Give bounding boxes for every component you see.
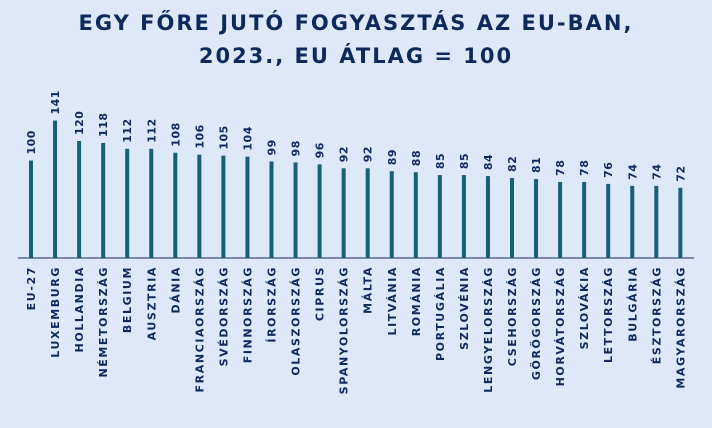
- data-label: 89: [386, 149, 399, 165]
- category-label: LENGYELORSZÁG: [482, 266, 495, 393]
- bar: [413, 172, 418, 258]
- category-label: ÍRORSZÁG: [266, 266, 279, 343]
- category-label: FRANCIAORSZÁG: [193, 266, 206, 392]
- data-label: 106: [193, 124, 206, 148]
- category-label: EU-27: [25, 266, 38, 310]
- bar: [510, 178, 514, 258]
- bar: [606, 183, 611, 258]
- category-label: BULGÁRIA: [626, 266, 639, 342]
- data-label: 105: [217, 125, 230, 149]
- bar: [269, 161, 274, 258]
- chart-title-line-1: EGY FŐRE JUTÓ FOGYASZTÁS AZ EU-BAN,: [78, 11, 634, 35]
- category-label: NÉMETORSZÁG: [97, 266, 110, 378]
- category-label: LITVÁNIA: [386, 266, 399, 336]
- data-label: 78: [554, 160, 567, 176]
- category-label: LETTORSZÁG: [602, 266, 615, 363]
- category-label: AUSZTRIA: [145, 266, 158, 340]
- category-label: MÁLTA: [362, 266, 375, 314]
- bar: [389, 171, 394, 258]
- data-label: 120: [73, 111, 86, 135]
- bar: [293, 162, 298, 258]
- data-label: 74: [650, 164, 663, 180]
- data-label: 85: [458, 153, 471, 169]
- data-label: 118: [97, 112, 110, 136]
- bar: [365, 168, 370, 258]
- bar: [654, 185, 659, 258]
- bar: [534, 179, 539, 258]
- data-label: 88: [410, 150, 423, 166]
- bar: [77, 141, 82, 258]
- bar: [29, 160, 33, 258]
- data-label: 74: [626, 164, 639, 180]
- category-label: BELGIUM: [121, 266, 134, 333]
- bar: [245, 156, 250, 258]
- category-label: PORTUGÁLIA: [434, 266, 447, 361]
- bar: [221, 155, 226, 258]
- data-label: 82: [506, 156, 519, 172]
- bar: [485, 176, 490, 258]
- bar: [53, 120, 58, 259]
- category-label: MAGYARORSZÁG: [674, 266, 687, 389]
- data-label: 85: [434, 153, 447, 169]
- bar: [149, 148, 154, 258]
- category-label: HOLLANDIA: [73, 266, 86, 352]
- category-label: SPANYOLORSZÁG: [338, 266, 351, 394]
- category-label: OLASZORSZÁG: [290, 266, 303, 376]
- category-label: CSEHORSZÁG: [506, 266, 519, 366]
- data-label: 84: [482, 154, 495, 170]
- bar: [582, 181, 587, 258]
- data-label: 98: [290, 140, 303, 156]
- data-label: 104: [241, 126, 254, 150]
- bar: [101, 142, 106, 258]
- bar: [558, 181, 563, 258]
- data-label: 92: [338, 146, 351, 162]
- category-label: ÉSZTORSZÁG: [650, 266, 663, 364]
- category-label: DÁNIA: [169, 266, 182, 313]
- category-label: SVÉDORSZÁG: [217, 266, 230, 366]
- bar: [630, 185, 635, 258]
- data-label: 112: [145, 118, 158, 142]
- category-label: SZLOVÉNIA: [458, 266, 471, 350]
- category-label: GÖRÖGORSZÁG: [529, 266, 543, 380]
- category-label: CIPRUS: [314, 266, 327, 321]
- bar: [437, 175, 442, 258]
- bar: [173, 152, 178, 258]
- data-label: 92: [362, 146, 375, 162]
- data-label: 96: [314, 142, 327, 158]
- data-label: 141: [49, 90, 62, 114]
- bar: [341, 168, 346, 258]
- category-label: SZLOVÁKIA: [578, 266, 591, 349]
- data-label: 78: [578, 160, 591, 176]
- bar: [197, 154, 202, 258]
- data-label: 72: [674, 165, 687, 181]
- category-label: FINNORSZÁG: [241, 266, 254, 363]
- category-label: ROMÁNIA: [410, 266, 423, 336]
- bar: [317, 164, 322, 258]
- data-label: 76: [602, 162, 615, 178]
- category-label: HORVÁTORSZÁG: [554, 266, 567, 386]
- chart-title-line-2: 2023., EU ÁTLAG = 100: [198, 44, 514, 68]
- data-label: 112: [121, 118, 134, 142]
- bar: [125, 148, 130, 258]
- bar: [461, 175, 466, 258]
- bar: [678, 187, 683, 258]
- data-label: 100: [25, 130, 38, 154]
- data-label: 99: [266, 139, 279, 155]
- category-label: LUXEMBURG: [49, 266, 62, 358]
- data-label: 81: [530, 157, 543, 173]
- data-label: 108: [169, 122, 182, 146]
